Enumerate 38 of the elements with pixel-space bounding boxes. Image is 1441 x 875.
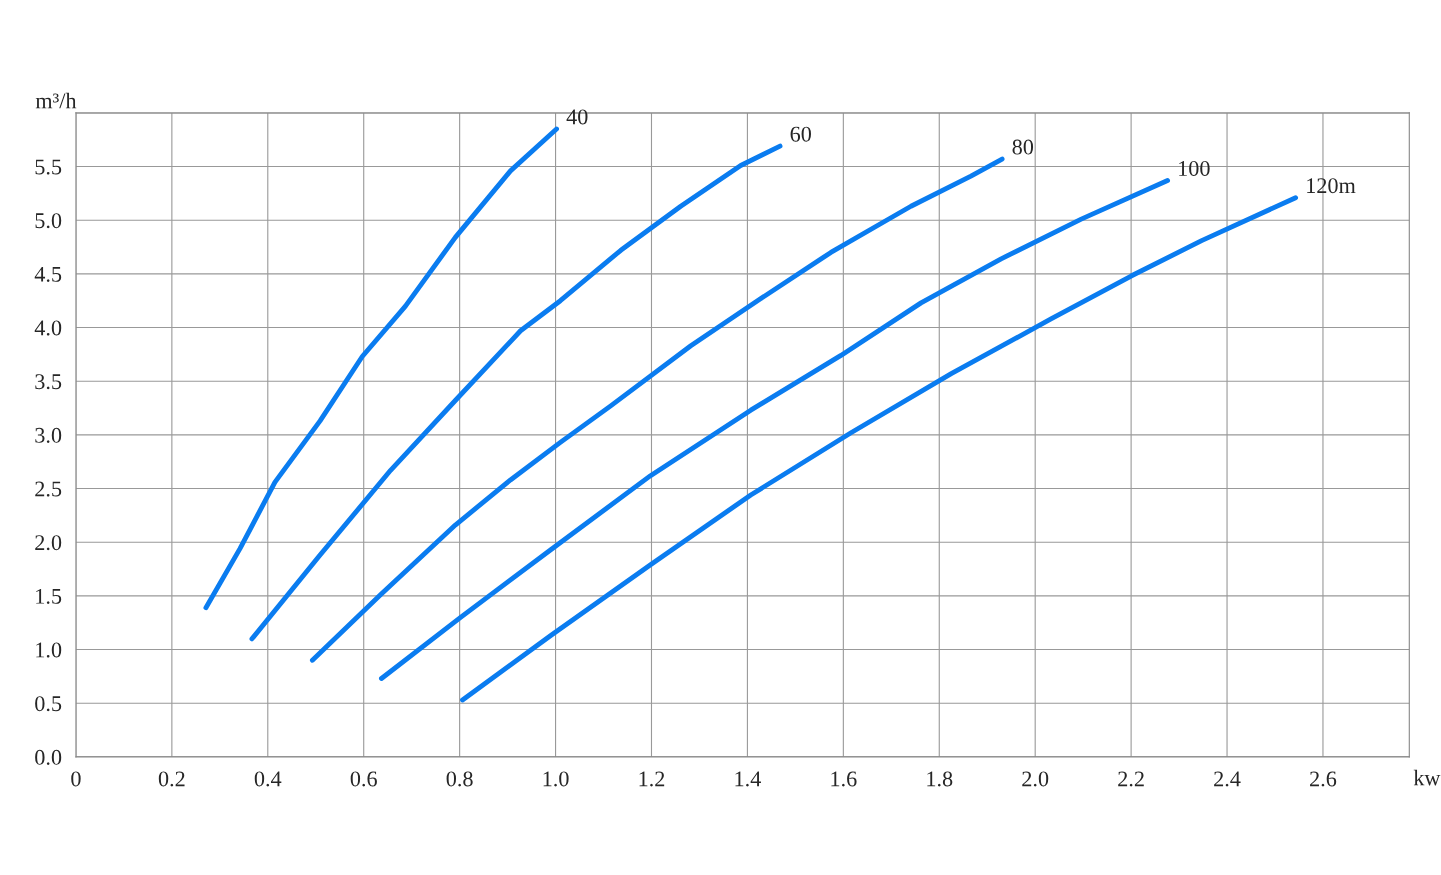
x-tick-label: 1.2 <box>639 771 665 787</box>
y-tick-label: 5.0 <box>35 213 62 229</box>
series-label: 100 <box>1179 160 1210 176</box>
line-series <box>460 195 1299 703</box>
y-tick-label: 4.0 <box>34 320 62 336</box>
y-tick-label: 0.0 <box>35 749 62 765</box>
x-tick-label: 1.6 <box>831 771 857 787</box>
line-series <box>249 143 783 642</box>
x-tick-label: 1.8 <box>927 771 953 787</box>
y-tick-label: 1.5 <box>36 588 62 604</box>
series-label: 40 <box>566 109 588 125</box>
x-tick-label: 2.0 <box>1022 771 1049 787</box>
x-tick-label: 1.0 <box>543 771 569 787</box>
series-label: 120m <box>1307 178 1356 194</box>
series-label: 80 <box>1012 139 1034 155</box>
y-tick-label: 1.0 <box>36 642 62 658</box>
line-series <box>379 178 1170 681</box>
y-tick-label: 3.0 <box>35 427 62 443</box>
x-tick-label: 0.4 <box>254 771 282 787</box>
y-tick-label: 0.5 <box>35 696 62 712</box>
series-label: 60 <box>790 126 811 142</box>
x-tick-label: 2.4 <box>1214 771 1241 787</box>
x-tick-label: 0.2 <box>158 771 185 787</box>
x-axis-title: kw <box>1413 769 1441 786</box>
y-tick-label: 2.5 <box>35 481 62 497</box>
y-axis-title: m³/h <box>35 92 77 109</box>
x-tick-label: 0 <box>71 771 81 787</box>
y-tick-label: 5.5 <box>35 159 62 175</box>
x-tick-label: 0.6 <box>350 771 377 787</box>
line-series <box>309 156 1005 663</box>
x-tick-label: 0.8 <box>446 771 473 787</box>
y-tick-label: 3.5 <box>35 374 62 390</box>
y-tick-label: 4.5 <box>34 266 62 282</box>
x-tick-label: 2.6 <box>1310 771 1337 787</box>
x-tick-label: 1.4 <box>735 771 761 787</box>
line-series <box>203 126 559 611</box>
x-tick-label: 2.2 <box>1118 771 1144 787</box>
y-tick-label: 2.0 <box>35 535 62 551</box>
